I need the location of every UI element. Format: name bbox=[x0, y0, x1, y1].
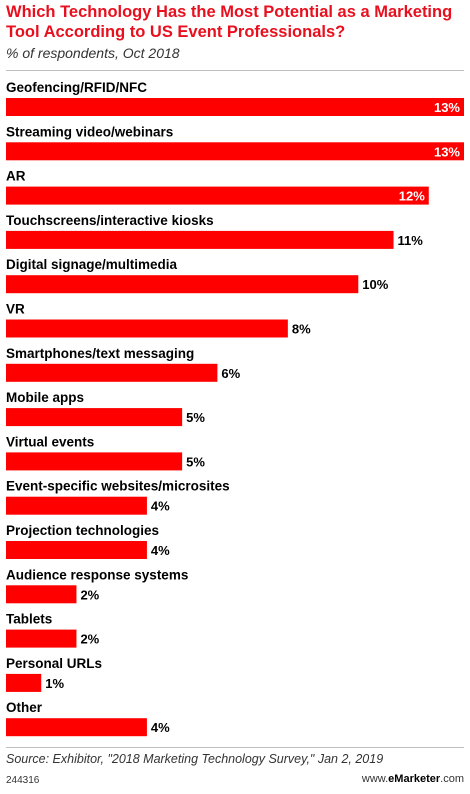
category-label: Projection technologies bbox=[6, 523, 159, 538]
bar bbox=[6, 319, 288, 338]
bar-chart: Geofencing/RFID/NFC 13% Streaming video/we… bbox=[6, 80, 464, 737]
chart-id: 244316 bbox=[6, 775, 40, 786]
category-label: Tablets bbox=[6, 612, 52, 627]
data-label: 4% bbox=[151, 720, 170, 735]
bar bbox=[6, 673, 42, 692]
data-label: 11% bbox=[398, 233, 424, 248]
bar bbox=[6, 363, 218, 382]
data-label: 5% bbox=[186, 454, 205, 469]
brand-logo: www.eMarketer.com bbox=[362, 773, 464, 785]
category-label: Audience response systems bbox=[6, 567, 188, 582]
category-label: Touchscreens/interactive kiosks bbox=[6, 213, 214, 228]
data-label: 1% bbox=[45, 676, 64, 691]
bar bbox=[6, 186, 429, 205]
data-label: 8% bbox=[292, 322, 311, 337]
category-label: Smartphones/text messaging bbox=[6, 346, 194, 361]
brand-prefix: www. bbox=[361, 773, 389, 785]
bar bbox=[6, 496, 147, 515]
category-label: AR bbox=[6, 169, 26, 184]
bar bbox=[6, 408, 183, 427]
bar bbox=[6, 275, 359, 294]
category-label: Virtual events bbox=[6, 434, 94, 449]
bar bbox=[6, 230, 394, 249]
data-label: 2% bbox=[80, 587, 99, 602]
category-label: Event-specific websites/microsites bbox=[6, 479, 230, 494]
brand-name: eMarketer bbox=[388, 773, 441, 785]
chart-title: Which Technology Has the Most Potential … bbox=[6, 3, 453, 41]
source-note: Source: Exhibitor, "2018 Marketing Techn… bbox=[6, 752, 384, 766]
category-label: Personal URLs bbox=[6, 656, 102, 671]
data-label: 12% bbox=[399, 189, 425, 204]
category-label: Digital signage/multimedia bbox=[6, 257, 178, 272]
data-label: 13% bbox=[434, 144, 460, 159]
bar bbox=[6, 629, 77, 648]
data-label: 4% bbox=[151, 543, 170, 558]
bar bbox=[6, 541, 147, 559]
top-divider bbox=[6, 70, 464, 71]
category-label: Geofencing/RFID/NFC bbox=[6, 80, 147, 95]
category-label: VR bbox=[6, 302, 25, 317]
category-label: Other bbox=[6, 700, 43, 715]
data-label: 13% bbox=[434, 100, 460, 115]
data-label: 4% bbox=[151, 499, 170, 514]
data-label: 2% bbox=[80, 632, 99, 647]
bar bbox=[6, 718, 147, 737]
bar bbox=[6, 585, 77, 604]
category-label: Mobile apps bbox=[6, 390, 84, 405]
data-label: 5% bbox=[186, 410, 205, 425]
bottom-divider bbox=[6, 747, 464, 748]
bar bbox=[6, 142, 464, 161]
chart-subtitle: % of respondents, Oct 2018 bbox=[6, 45, 180, 61]
brand-suffix: .com bbox=[440, 773, 464, 785]
bar bbox=[6, 452, 183, 471]
bar bbox=[6, 98, 464, 116]
category-label: Streaming video/webinars bbox=[6, 124, 173, 139]
data-label: 6% bbox=[221, 366, 240, 381]
data-label: 10% bbox=[362, 277, 388, 292]
